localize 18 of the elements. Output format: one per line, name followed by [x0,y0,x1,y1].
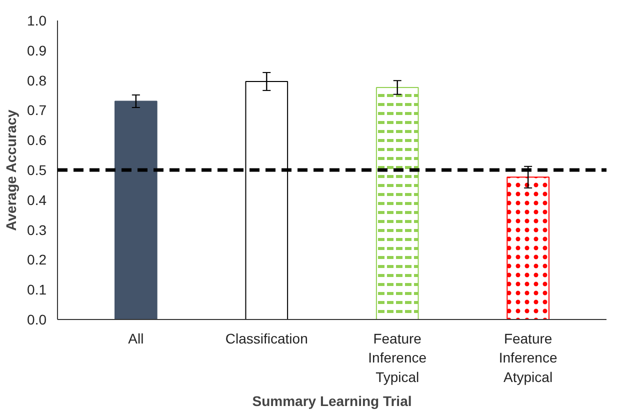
y-tick-label: 0.1 [27,282,47,298]
y-tick-label: 0.6 [27,132,47,148]
y-axis-title: Average Accuracy [3,109,20,231]
y-tick-label: 0.9 [27,42,47,58]
y-tick-label: 0.8 [27,72,47,88]
y-tick-label: 0.7 [27,102,47,118]
x-tick-label: All [128,330,144,346]
y-tick-label: 0.3 [27,222,47,238]
y-tick-label: 0.0 [27,312,47,328]
y-tick-label: 0.2 [27,252,47,268]
y-tick-label: 0.5 [27,162,47,178]
x-tick-label: Classification [225,330,308,346]
x-tick-label: Feature Inference Atypical [498,330,558,385]
bar [114,100,158,320]
y-tick-label: 0.4 [27,192,47,208]
x-tick-label: Feature Inference Typical [368,330,427,385]
x-axis-title: Summary Learning Trial [252,392,412,409]
y-tick-label: 1.0 [27,12,47,28]
